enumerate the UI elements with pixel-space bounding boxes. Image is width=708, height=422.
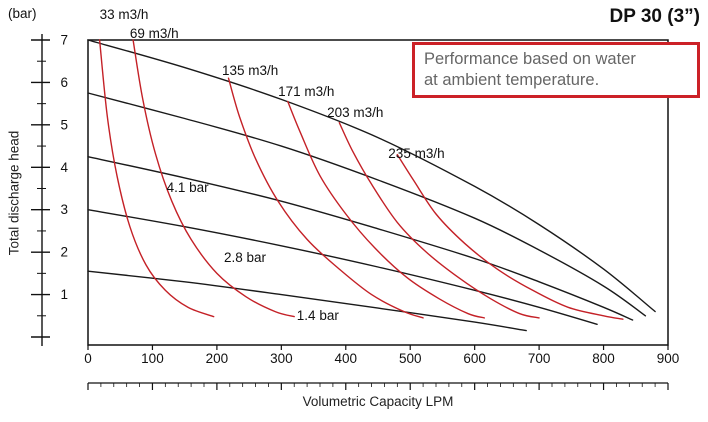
pressure-curve (87, 270, 527, 332)
curve-label: 235 m3/h (388, 146, 444, 161)
y-tick-label: 6 (60, 75, 68, 90)
curve-label: 2.8 bar (224, 250, 267, 265)
air-consumption-curve (396, 153, 624, 320)
air-consumption-curve (287, 100, 485, 319)
y-tick-label: 5 (60, 117, 68, 132)
plot-frame (87, 39, 669, 346)
air-consumption-curve (98, 39, 215, 318)
y-axis-unit-label: (bar) (8, 6, 37, 21)
curve-label: 1.4 bar (297, 308, 340, 323)
note-box: Performance based on water at ambient te… (412, 42, 700, 99)
x-tick-label: 300 (270, 351, 293, 366)
x-tick-label: 500 (399, 351, 422, 366)
x-tick-label: 600 (463, 351, 486, 366)
air-consumption-curve (132, 39, 295, 318)
pressure-curve (87, 39, 656, 313)
curve-label: 4.1 bar (167, 180, 210, 195)
pressure-curve (87, 92, 647, 317)
x-axis-title: Volumetric Capacity LPM (302, 394, 454, 409)
y-tick-label: 2 (60, 245, 68, 260)
curve-label: 69 m3/h (130, 26, 179, 41)
y-tick-label: 3 (60, 202, 68, 217)
note-text-line-2: at ambient temperature. (424, 71, 600, 90)
x-tick-label: 700 (528, 351, 551, 366)
curve-label: 135 m3/h (222, 63, 278, 78)
y-tick-label: 4 (60, 160, 68, 175)
curve-label: 171 m3/h (278, 84, 334, 99)
x-tick-label: 100 (141, 351, 164, 366)
pressure-curve (87, 209, 598, 325)
x-tick-label: 400 (335, 351, 358, 366)
x-tick-label: 800 (592, 351, 615, 366)
air-consumption-curve (338, 122, 540, 319)
curve-label: 33 m3/h (100, 7, 149, 22)
curve-label: 203 m3/h (327, 105, 383, 120)
x-tick-label: 900 (657, 351, 680, 366)
y-tick-label: 7 (60, 33, 68, 48)
note-text-line-1: Performance based on water (424, 50, 636, 68)
air-consumption-curve (227, 77, 424, 319)
x-tick-label: 200 (206, 351, 229, 366)
y-axis-title: Total discharge head (6, 130, 22, 256)
page-title: DP 30 (3”) (609, 6, 700, 27)
x-tick-label: 0 (84, 351, 92, 366)
pressure-curve (87, 156, 634, 321)
y-tick-label: 1 (60, 287, 68, 302)
